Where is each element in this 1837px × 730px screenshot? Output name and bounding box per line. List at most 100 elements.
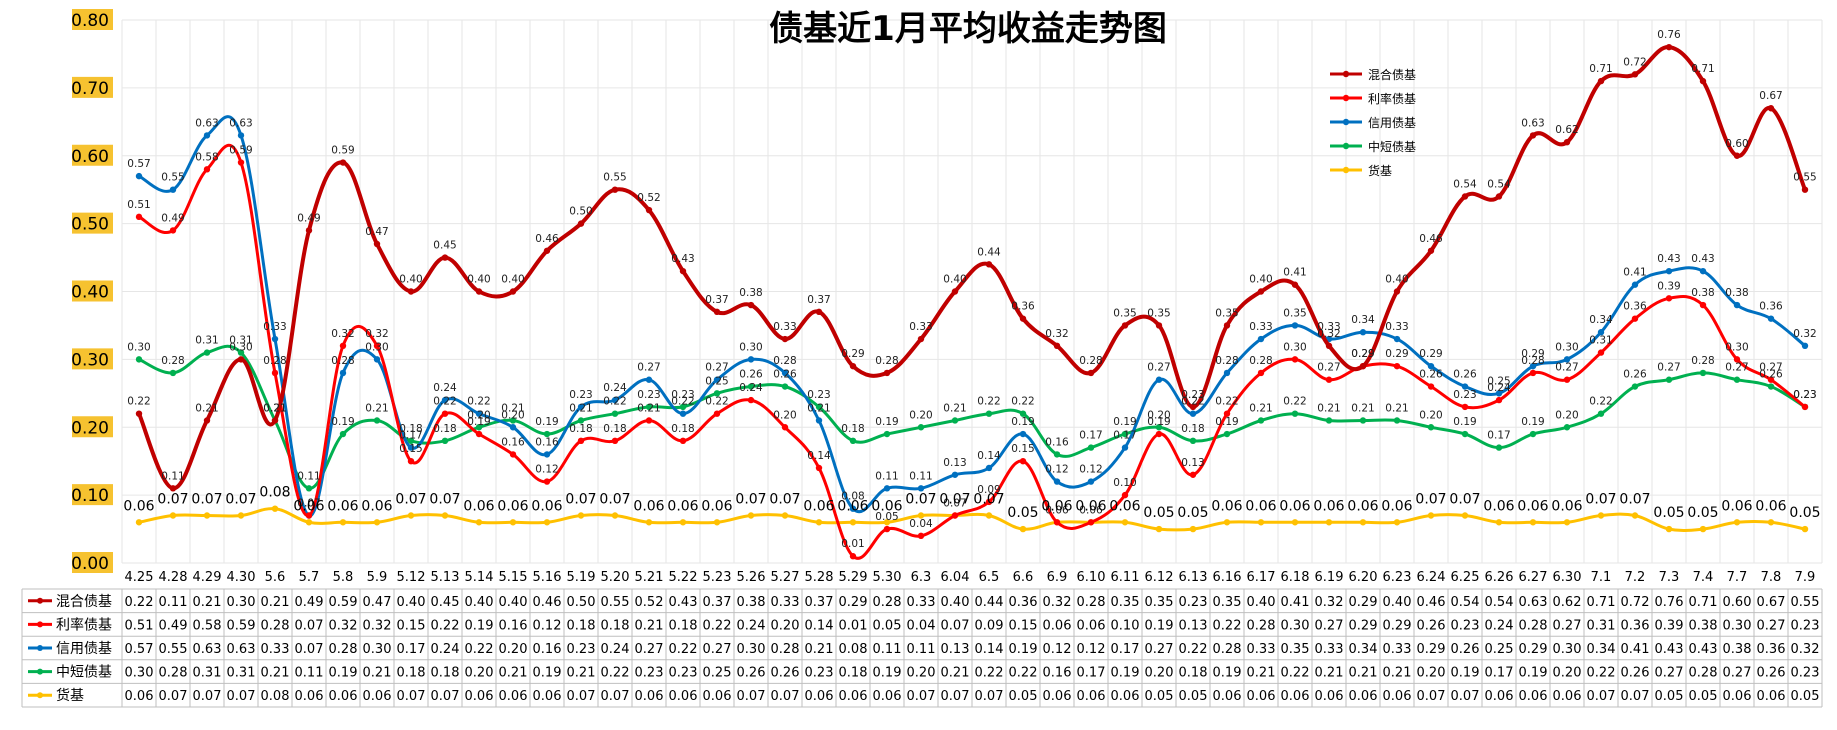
data-label-0: 0.40: [1385, 274, 1408, 286]
table-cell: 0.62: [1553, 595, 1582, 610]
data-label-0: 0.62: [1555, 124, 1578, 136]
table-cell: 0.20: [465, 666, 494, 681]
data-point-3: [1631, 383, 1639, 390]
table-series-marker: [37, 621, 43, 628]
data-point-1: [339, 342, 347, 349]
grid: [121, 19, 1823, 564]
y-tick-background: [72, 144, 113, 166]
data-point-0: [509, 288, 517, 295]
data-label-4: 0.06: [1551, 498, 1582, 514]
data-label-2: 0.63: [195, 117, 218, 129]
table-cell: 0.17: [1077, 666, 1106, 681]
data-label-2: 0.33: [1385, 321, 1408, 333]
data-point-1: [611, 437, 619, 445]
table-cell: 0.06: [1349, 689, 1378, 704]
data-label-1: 0.26: [1419, 369, 1443, 381]
data-label-0: 0.55: [1793, 172, 1816, 184]
data-point-0: [169, 485, 177, 492]
table-cell: 0.54: [1485, 595, 1514, 610]
data-point-1: [1427, 383, 1435, 390]
data-point-2: [1189, 410, 1197, 417]
data-point-3: [1053, 451, 1061, 458]
table-cell: 0.28: [1689, 666, 1718, 681]
data-point-2: [135, 172, 143, 180]
data-label-0: 0.76: [1657, 29, 1681, 41]
data-point-0: [679, 267, 687, 275]
table-cell: 0.27: [1553, 618, 1582, 633]
data-label-4: 0.06: [837, 498, 868, 514]
data-label-3: 0.22: [1283, 396, 1306, 408]
data-point-3: [1597, 410, 1605, 417]
data-label-1: 0.29: [1385, 348, 1408, 360]
table-cell: 0.33: [771, 595, 800, 610]
x-tick-label: 6.5: [979, 570, 1000, 585]
x-tick-label: 5.23: [703, 570, 732, 585]
data-label-4: 0.07: [565, 491, 596, 507]
data-label-3: 0.21: [365, 402, 388, 414]
data-label-4: 0.08: [259, 485, 290, 501]
data-point-0: [407, 288, 415, 295]
data-point-1: [917, 532, 925, 540]
table-cell: 0.07: [1621, 689, 1650, 704]
x-tick-label: 5.30: [873, 570, 902, 585]
table-cell: 0.07: [1587, 689, 1616, 704]
x-tick-label: 6.25: [1451, 570, 1480, 585]
y-tick-background: [72, 552, 113, 573]
data-point-0: [1427, 247, 1435, 254]
data-point-4: [781, 512, 789, 519]
x-tick-label: 6.10: [1077, 570, 1106, 585]
table-series-marker: [37, 597, 43, 604]
data-label-4: 0.06: [1109, 498, 1140, 514]
data-label-1: 0.27: [1555, 362, 1578, 374]
table-cell: 0.26: [737, 666, 766, 681]
table-cell: 0.06: [703, 689, 732, 704]
data-label-1: 0.06: [1045, 504, 1069, 516]
table-cell: 0.30: [363, 642, 392, 657]
table-cell: 0.30: [737, 642, 766, 657]
data-label-1: 0.31: [1589, 335, 1612, 347]
data-point-1: [407, 457, 415, 465]
data-label-1: 0.58: [195, 151, 218, 163]
data-point-2: [1359, 329, 1367, 336]
data-label-0: 0.35: [1215, 307, 1238, 319]
data-label-3: 0.31: [195, 335, 218, 347]
data-label-1: 0.05: [875, 511, 898, 523]
data-label-2: 0.13: [943, 457, 966, 469]
data-label-0: 0.45: [433, 240, 456, 252]
data-point-3: [135, 356, 143, 363]
y-tick-background: [72, 76, 113, 98]
data-point-0: [611, 186, 619, 193]
data-label-0: 0.54: [1453, 178, 1477, 190]
data-point-3: [543, 430, 551, 438]
data-label-3: 0.19: [331, 416, 354, 428]
data-label-2: 0.33: [263, 321, 286, 333]
data-point-4: [1495, 519, 1503, 526]
data-label-4: 0.06: [1313, 498, 1344, 514]
table-cell: 0.10: [1111, 618, 1140, 633]
table-cell: 0.07: [295, 618, 324, 633]
table-cell: 0.06: [669, 689, 698, 704]
data-label-3: 0.17: [1079, 430, 1102, 442]
data-label-4: 0.07: [395, 491, 426, 507]
table-series-marker: [37, 668, 43, 675]
table-cell: 0.22: [431, 618, 460, 633]
data-point-2: [441, 396, 449, 404]
table-cell: 0.31: [227, 666, 256, 681]
data-point-0: [543, 247, 551, 254]
x-tick-label: 6.3: [911, 570, 932, 585]
x-tick-label: 7.8: [1761, 570, 1782, 585]
table-cell: 0.23: [1179, 595, 1208, 610]
data-point-0: [815, 308, 823, 316]
data-point-2: [237, 132, 245, 139]
data-point-3: [611, 410, 619, 417]
data-point-4: [339, 519, 347, 526]
data-point-2: [713, 376, 721, 383]
data-point-4: [1121, 519, 1129, 526]
table-cell: 0.23: [1791, 618, 1820, 633]
data-label-1: 0.12: [535, 464, 558, 476]
table-cell: 0.55: [601, 595, 630, 610]
data-label-0: 0.59: [331, 145, 354, 157]
data-point-3: [1427, 424, 1435, 431]
table-cell: 0.33: [907, 595, 936, 610]
